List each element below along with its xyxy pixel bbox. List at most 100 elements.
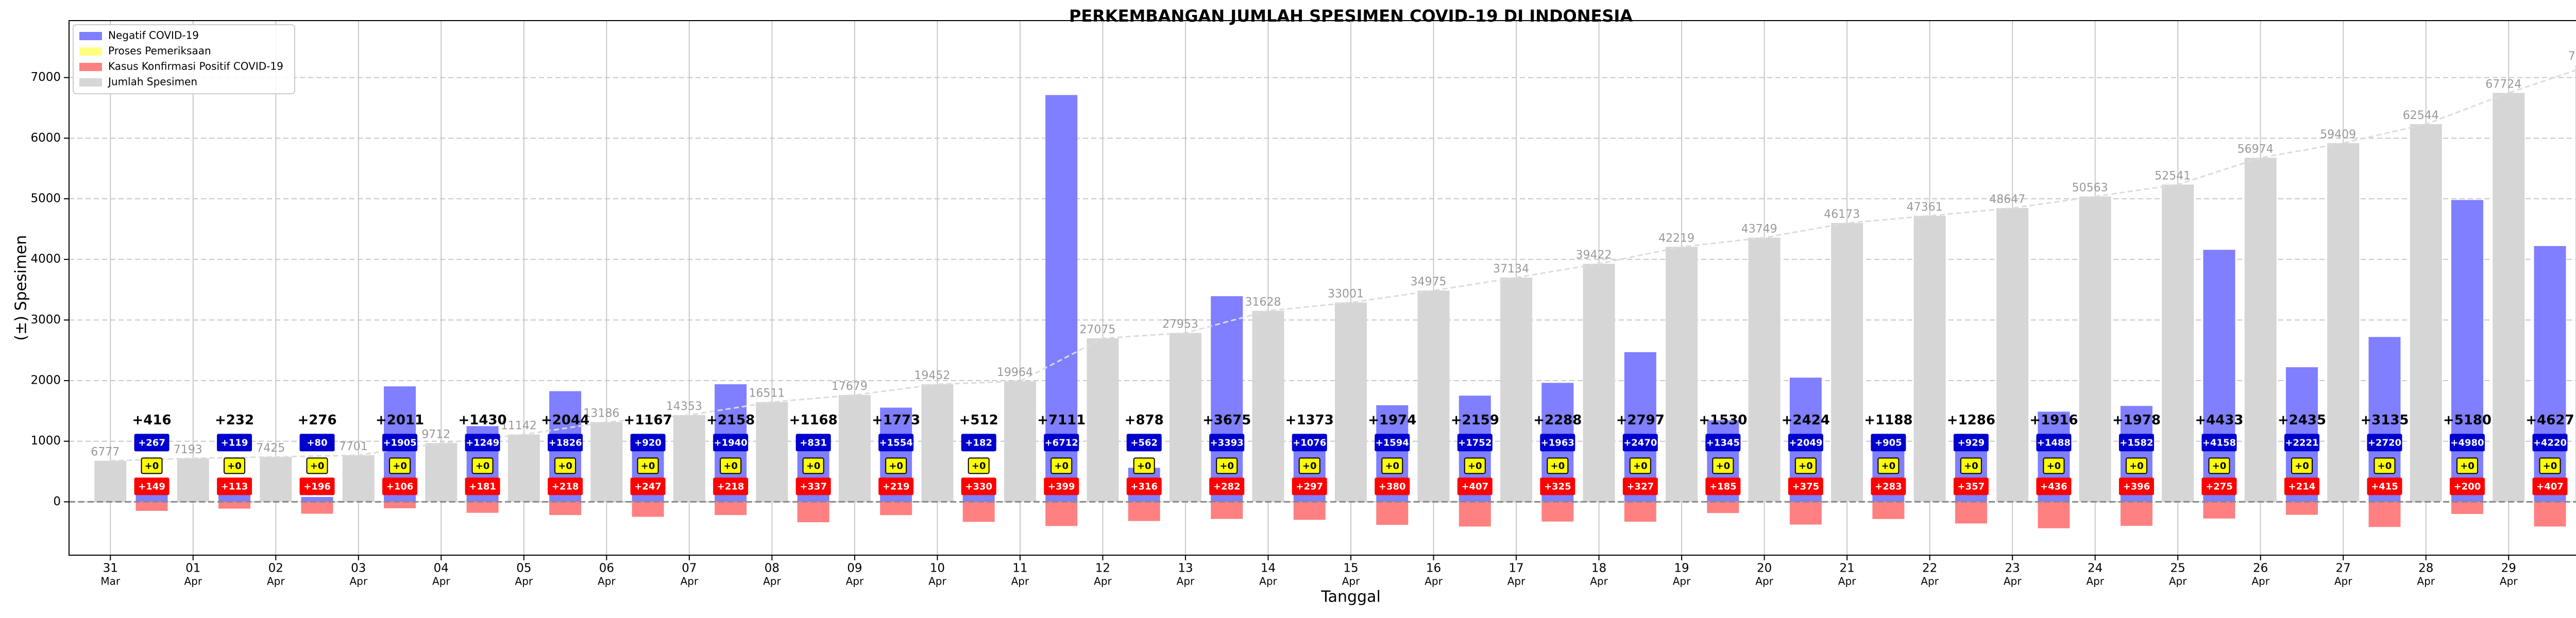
x-tick-label: Apr xyxy=(2004,575,2022,588)
total-bar xyxy=(507,434,540,502)
value-label: +1554 xyxy=(879,437,913,448)
increase-label: +1373 xyxy=(1285,413,1334,428)
x-tick-label: Apr xyxy=(1342,575,1360,588)
value-label-box xyxy=(306,457,328,474)
x-tick-label: 02 xyxy=(268,562,283,575)
increase-label: +1286 xyxy=(1947,413,1995,428)
increase-label: +2288 xyxy=(1533,413,1582,428)
value-label-box xyxy=(802,457,824,474)
value-label: +0 xyxy=(1633,460,1648,471)
value-label-box xyxy=(1298,457,1320,474)
total-bar xyxy=(1666,247,1698,502)
y-tick-label: 1000 xyxy=(30,434,61,448)
legend-label: Proses Pemeriksaan xyxy=(108,45,211,57)
x-tick-label: Apr xyxy=(1425,575,1443,588)
total-bar xyxy=(1500,277,1533,502)
value-label: +0 xyxy=(1716,460,1731,471)
value-label: +0 xyxy=(1219,460,1234,471)
x-tick-label: 04 xyxy=(434,562,449,575)
total-value-label: 42219 xyxy=(1658,232,1694,245)
value-label-box xyxy=(389,457,411,474)
y-tick-label: 5000 xyxy=(30,192,61,205)
legend-swatch xyxy=(79,47,102,56)
value-label: +106 xyxy=(386,481,414,492)
value-label-box xyxy=(217,477,252,495)
x-tick-label: Apr xyxy=(1011,575,1029,588)
value-label: +0 xyxy=(889,460,903,471)
value-label: +407 xyxy=(1461,481,1488,492)
value-label: +327 xyxy=(1626,481,1654,492)
legend-swatch xyxy=(79,78,102,87)
value-label: +3393 xyxy=(1210,437,1244,448)
value-label-box xyxy=(471,457,494,474)
bar xyxy=(301,497,333,502)
increase-label: +1916 xyxy=(2029,413,2078,428)
total-value-label: 7701 xyxy=(339,440,368,453)
bar xyxy=(2368,337,2401,502)
value-label: +0 xyxy=(1468,460,1482,471)
value-label-box xyxy=(961,477,996,495)
value-label-box xyxy=(795,477,831,495)
y-tick-label: 4000 xyxy=(30,252,61,266)
bar xyxy=(1872,502,1905,519)
y-tick-label: 0 xyxy=(53,495,61,508)
x-tick-label: 03 xyxy=(351,562,366,575)
total-bar xyxy=(2410,124,2442,502)
value-label-box xyxy=(713,434,749,452)
value-label: +0 xyxy=(1882,460,1896,471)
value-label: +80 xyxy=(307,437,327,448)
value-label-box xyxy=(2125,457,2147,474)
total-bar xyxy=(425,443,457,502)
total-value-label: 19964 xyxy=(997,366,1033,379)
value-label: +149 xyxy=(138,481,165,492)
value-label-box xyxy=(2456,457,2478,474)
bar xyxy=(384,502,416,508)
value-label-box xyxy=(795,434,831,452)
value-label-box xyxy=(1292,477,1327,495)
value-label-box xyxy=(2449,477,2485,495)
x-tick-label: Apr xyxy=(2334,575,2352,588)
total-bar xyxy=(2079,196,2111,502)
total-value-label: 56974 xyxy=(2238,143,2274,156)
legend-label: Kasus Konfirmasi Positif COVID-19 xyxy=(108,60,283,73)
total-bar xyxy=(1169,333,1201,502)
x-tick-label: Apr xyxy=(1590,575,1608,588)
x-tick-label: 18 xyxy=(1591,562,1606,575)
x-tick-label: 24 xyxy=(2088,562,2103,575)
bar xyxy=(301,502,333,514)
y-tick-label: 7000 xyxy=(30,71,61,84)
value-label: +337 xyxy=(800,481,827,492)
value-label: +2049 xyxy=(1789,437,1822,448)
value-label: +415 xyxy=(2371,481,2398,492)
value-label-box xyxy=(465,477,500,495)
value-label-box xyxy=(299,477,335,495)
value-label: +4158 xyxy=(2202,437,2236,448)
value-label-box xyxy=(1457,434,1493,452)
x-axis-label: Tanggal xyxy=(1320,588,1381,606)
x-tick-label: 21 xyxy=(1839,562,1854,575)
value-label-box xyxy=(2539,457,2561,474)
value-label-box xyxy=(224,457,246,474)
total-value-label: 11142 xyxy=(501,420,537,433)
value-label: +282 xyxy=(1213,481,1241,492)
value-label: +375 xyxy=(1792,481,1820,492)
value-label-box xyxy=(2374,457,2396,474)
value-label: +119 xyxy=(221,437,248,448)
increase-label: +4627 xyxy=(2526,413,2574,428)
value-label-box xyxy=(2043,457,2065,474)
bar xyxy=(1045,502,1078,526)
increase-label: +3675 xyxy=(1202,413,1251,428)
value-label-box xyxy=(961,434,996,452)
x-tick-label: 31 xyxy=(103,562,118,575)
value-label: +0 xyxy=(641,460,655,471)
total-value-label: 7193 xyxy=(174,443,202,456)
total-bar xyxy=(838,394,871,502)
value-label-box xyxy=(2201,477,2237,495)
value-label-box xyxy=(2532,477,2568,495)
value-label: +0 xyxy=(1302,460,1317,471)
value-label-box xyxy=(465,434,500,452)
increase-label: +2158 xyxy=(706,413,755,428)
increase-label: +2797 xyxy=(1616,413,1665,428)
value-label: +1076 xyxy=(1293,437,1326,448)
bar xyxy=(549,502,582,516)
